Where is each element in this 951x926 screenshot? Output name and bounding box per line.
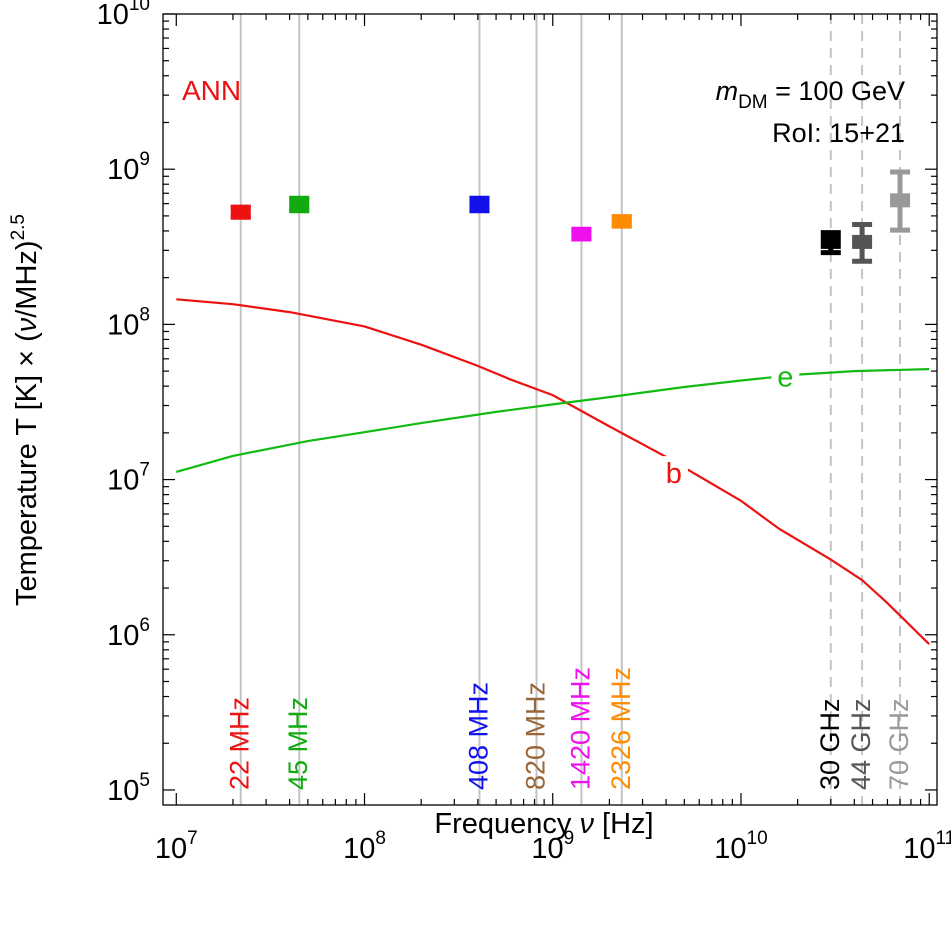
y-tick-label: 1010 [97,0,150,31]
curve-b [176,298,930,645]
point-marker [571,227,592,242]
data-point [469,195,490,214]
tick-labels: 107 108 109 1010 1011 105 106 107 108 109 1010 [97,0,951,865]
x-tick-label: 107 [155,828,198,865]
annotation-mass: mDM = 100 GeV [716,76,905,113]
x-tick-label: 109 [531,828,574,865]
mass-symbol: m [716,76,739,106]
y-tick-label: 105 [107,770,150,807]
annotation-roi: RoI: 15+21 [772,118,905,148]
frequency-marker-label: 22 MHz [225,697,255,790]
frequency-marker-label: 44 GHz [846,698,876,790]
data-point [890,169,911,233]
x-tick-label: 1010 [714,828,767,865]
data-point [820,230,841,256]
curves: be [176,298,930,645]
frequency-marker-label: 1420 MHz [565,667,595,790]
curve-e [176,368,930,473]
point-marker [469,197,490,212]
frequency-marker-label: 820 MHz [521,682,551,790]
frequency-marker-label: 30 GHz [815,698,845,790]
data-point [571,226,592,242]
axis-ticks [163,13,937,805]
data-point [852,222,873,264]
plot-frame [162,13,938,806]
point-marker [611,214,632,229]
data-points [230,169,911,264]
frequency-markers: 22 MHz 45 MHz 408 MHz 820 MHz 1420 MHz 2326 M… [225,14,914,805]
curve-label-e: e [777,362,793,394]
y-axis-title-symbol: ν [11,317,43,332]
mass-subscript: DM [738,92,768,113]
annotation-ann: ANN [182,75,241,106]
point-marker [230,204,251,219]
x-axis-title: Frequency ν [Hz] [434,808,653,840]
y-tick-label: 109 [107,149,150,186]
x-axis-title-symbol: ν [579,808,594,840]
curve-label-bg [771,359,800,392]
frequency-marker-label: 408 MHz [463,682,493,790]
x-tick-label: 1011 [903,828,951,865]
data-point [611,214,632,229]
curve-label-b: b [666,458,682,490]
y-axis-title: Temperature T [K] × (ν/MHz)2.5 [8,214,43,606]
point-marker [820,234,841,249]
y-axis-title-prefix: Temperature T [K] × ( [11,332,43,606]
point-marker [852,234,873,249]
y-tick-label: 107 [107,460,150,497]
x-axis-title-suffix: [Hz] [594,808,654,840]
point-marker [289,197,310,212]
x-tick-label: 108 [343,828,386,865]
y-axis-title-suffix: /MHz) [11,240,43,317]
frequency-marker-label: 70 GHz [884,698,914,790]
mass-value: = 100 GeV [768,76,905,106]
y-tick-label: 108 [107,304,150,341]
curve-label-bg [659,456,688,489]
point-marker [890,193,911,208]
frequency-marker-label: 2326 MHz [606,667,636,790]
y-axis-title-exponent: 2.5 [8,214,29,240]
frequency-marker-label: 45 MHz [283,697,313,790]
data-point [230,204,251,220]
x-axis-title-prefix: Frequency [434,808,579,840]
data-point [289,195,310,214]
y-tick-label: 106 [107,615,150,652]
